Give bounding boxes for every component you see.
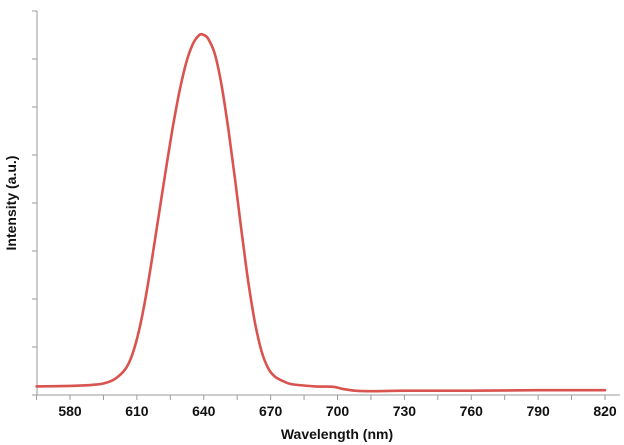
x-tick-label: 640 (192, 403, 216, 419)
x-tick-label: 760 (460, 403, 484, 419)
x-tick-label: 610 (125, 403, 149, 419)
x-axis (36, 394, 620, 400)
x-tick-label: 700 (326, 403, 350, 419)
emission-curve (35, 32, 607, 393)
x-tick-label: 820 (593, 403, 617, 419)
x-tick-labels: 580 610 640 670 700 730 760 790 820 (58, 403, 617, 419)
x-tick-label: 730 (393, 403, 417, 419)
x-tick-label: 790 (526, 403, 550, 419)
x-axis-title: Wavelength (nm) (281, 426, 393, 442)
y-axis (32, 10, 38, 396)
y-axis-title: Intensity (a.u.) (3, 156, 19, 251)
x-tick-label: 580 (58, 403, 82, 419)
x-tick-label: 670 (259, 403, 283, 419)
